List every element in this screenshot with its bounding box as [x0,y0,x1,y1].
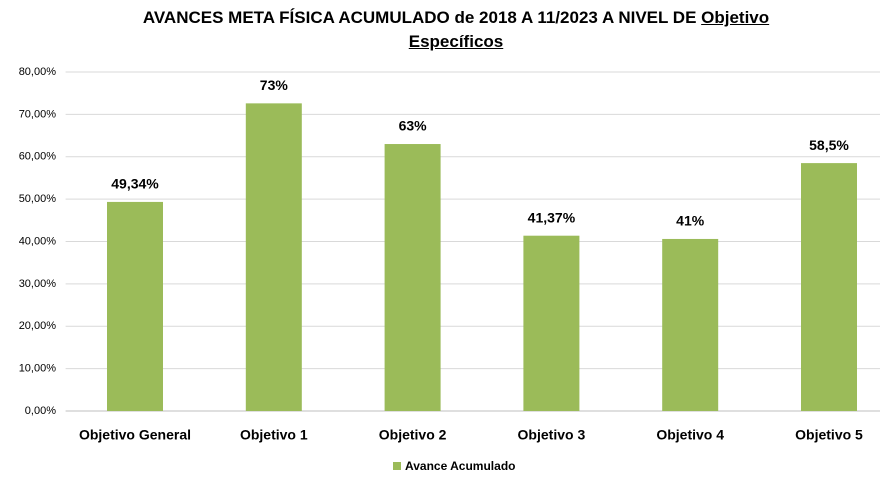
x-tick-label: Objetivo 5 [795,427,863,443]
y-tick-label: 30,00% [19,278,57,290]
legend-label: Avance Acumulado [405,459,515,473]
bar [384,144,441,411]
x-tick-label: Objetivo 1 [240,427,308,443]
title-main: AVANCES META FÍSICA ACUMULADO de 2018 A … [142,8,697,27]
y-tick-label: 20,00% [19,320,57,332]
value-label: 58,5% [809,137,849,153]
bar [662,238,719,411]
value-label: 73% [260,77,289,93]
y-tick-label: 80,00% [19,66,57,78]
x-tick-label: Objetivo 4 [656,427,724,443]
y-tick-label: 70,00% [19,108,57,120]
value-label: 41% [676,213,705,229]
x-tick-label: Objetivo 3 [518,427,586,443]
value-label: 49,34% [111,176,159,192]
x-tick-label: Objetivo General [79,427,191,443]
bar [801,163,857,411]
y-tick-label: 0,00% [25,405,56,417]
y-tick-label: 50,00% [19,193,57,205]
value-label: 41,37% [528,209,576,225]
bar [523,235,580,411]
title-emphasis: Objetivo Específicos [408,8,770,51]
value-label: 63% [399,118,428,134]
y-tick-label: 10,00% [19,363,57,375]
y-tick-label: 40,00% [19,235,57,247]
bar [245,103,302,412]
x-tick-label: Objetivo 2 [379,427,447,443]
bar [107,201,163,411]
chart-title: AVANCES META FÍSICA ACUMULADO de 2018 A … [116,6,796,54]
y-tick-label: 60,00% [19,151,57,163]
legend-swatch [393,462,401,470]
